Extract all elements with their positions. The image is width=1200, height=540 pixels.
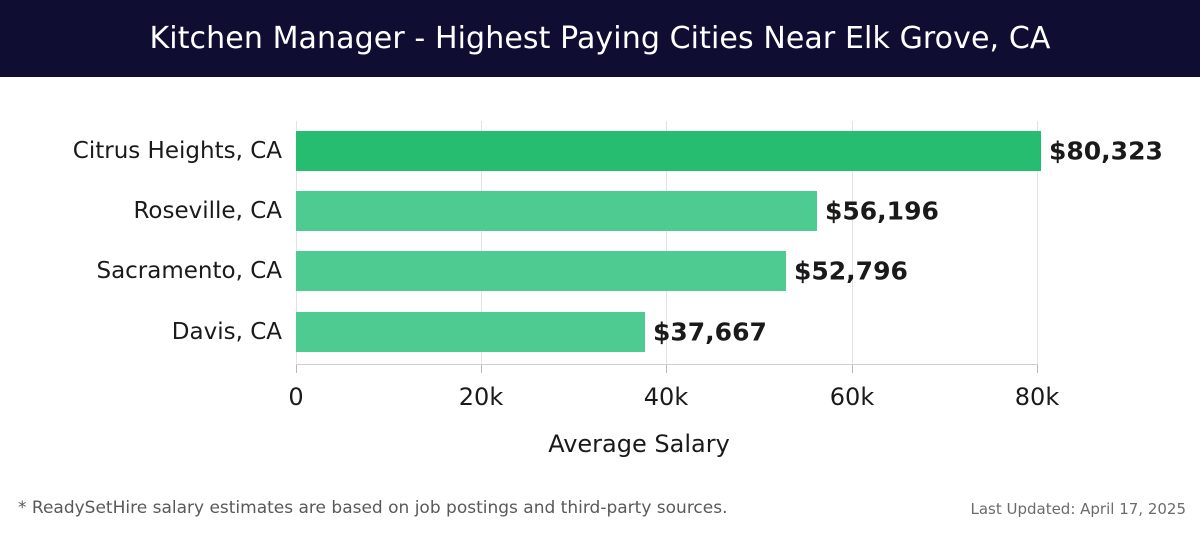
x-tick-label-60k: 60k bbox=[829, 383, 875, 411]
chart-header-bar: Kitchen Manager - Highest Paying Cities … bbox=[0, 0, 1200, 77]
chart-plot-area: $80,323 $56,196 $52,796 $37,667 0 bbox=[0, 77, 1200, 477]
x-tick-20k bbox=[481, 365, 482, 373]
plot-canvas: $80,323 $56,196 $52,796 $37,667 0 bbox=[288, 121, 1163, 411]
x-tick-0 bbox=[296, 365, 297, 373]
y-axis-label-citrus-heights: Citrus Heights, CA bbox=[72, 138, 282, 164]
bar-value-label: $80,323 bbox=[1049, 136, 1163, 166]
footer-disclaimer: * ReadySetHire salary estimates are base… bbox=[18, 498, 728, 518]
bar-value-label: $52,796 bbox=[794, 256, 908, 286]
bar-citrus-heights[interactable] bbox=[296, 131, 1041, 171]
x-tick-label-0: 0 bbox=[288, 383, 304, 411]
x-tick-label-80k: 80k bbox=[1014, 383, 1060, 411]
gridline-0 bbox=[296, 121, 297, 364]
x-tick-label-20k: 20k bbox=[458, 383, 504, 411]
x-tick-80k bbox=[1037, 365, 1038, 373]
chart-title: Kitchen Manager - Highest Paying Cities … bbox=[149, 21, 1051, 56]
x-axis-title-text: Average Salary bbox=[548, 430, 730, 458]
bar-roseville[interactable] bbox=[296, 191, 817, 231]
x-axis-title: Average Salary bbox=[0, 430, 1200, 458]
bar-row: $37,667 bbox=[296, 312, 1038, 352]
bar-sacramento[interactable] bbox=[296, 251, 786, 291]
bar-davis[interactable] bbox=[296, 312, 645, 352]
gridline-60k bbox=[852, 121, 853, 364]
bar-row: $80,323 bbox=[296, 131, 1163, 171]
y-axis-label-sacramento: Sacramento, CA bbox=[96, 258, 282, 284]
bar-row: $56,196 bbox=[296, 191, 1038, 231]
footer-last-updated: Last Updated: April 17, 2025 bbox=[970, 500, 1186, 518]
bar-value-label: $37,667 bbox=[653, 317, 767, 347]
x-axis-line bbox=[296, 364, 1038, 365]
x-tick-label-40k: 40k bbox=[643, 383, 689, 411]
x-tick-40k bbox=[666, 365, 667, 373]
y-axis-label-davis: Davis, CA bbox=[171, 319, 282, 345]
gridline-40k bbox=[666, 121, 667, 364]
x-tick-60k bbox=[852, 365, 853, 373]
bar-value-label: $56,196 bbox=[825, 196, 939, 226]
bar-row: $52,796 bbox=[296, 251, 1038, 291]
y-axis-label-roseville: Roseville, CA bbox=[133, 198, 282, 224]
gridline-20k bbox=[481, 121, 482, 364]
gridline-80k bbox=[1037, 121, 1038, 364]
